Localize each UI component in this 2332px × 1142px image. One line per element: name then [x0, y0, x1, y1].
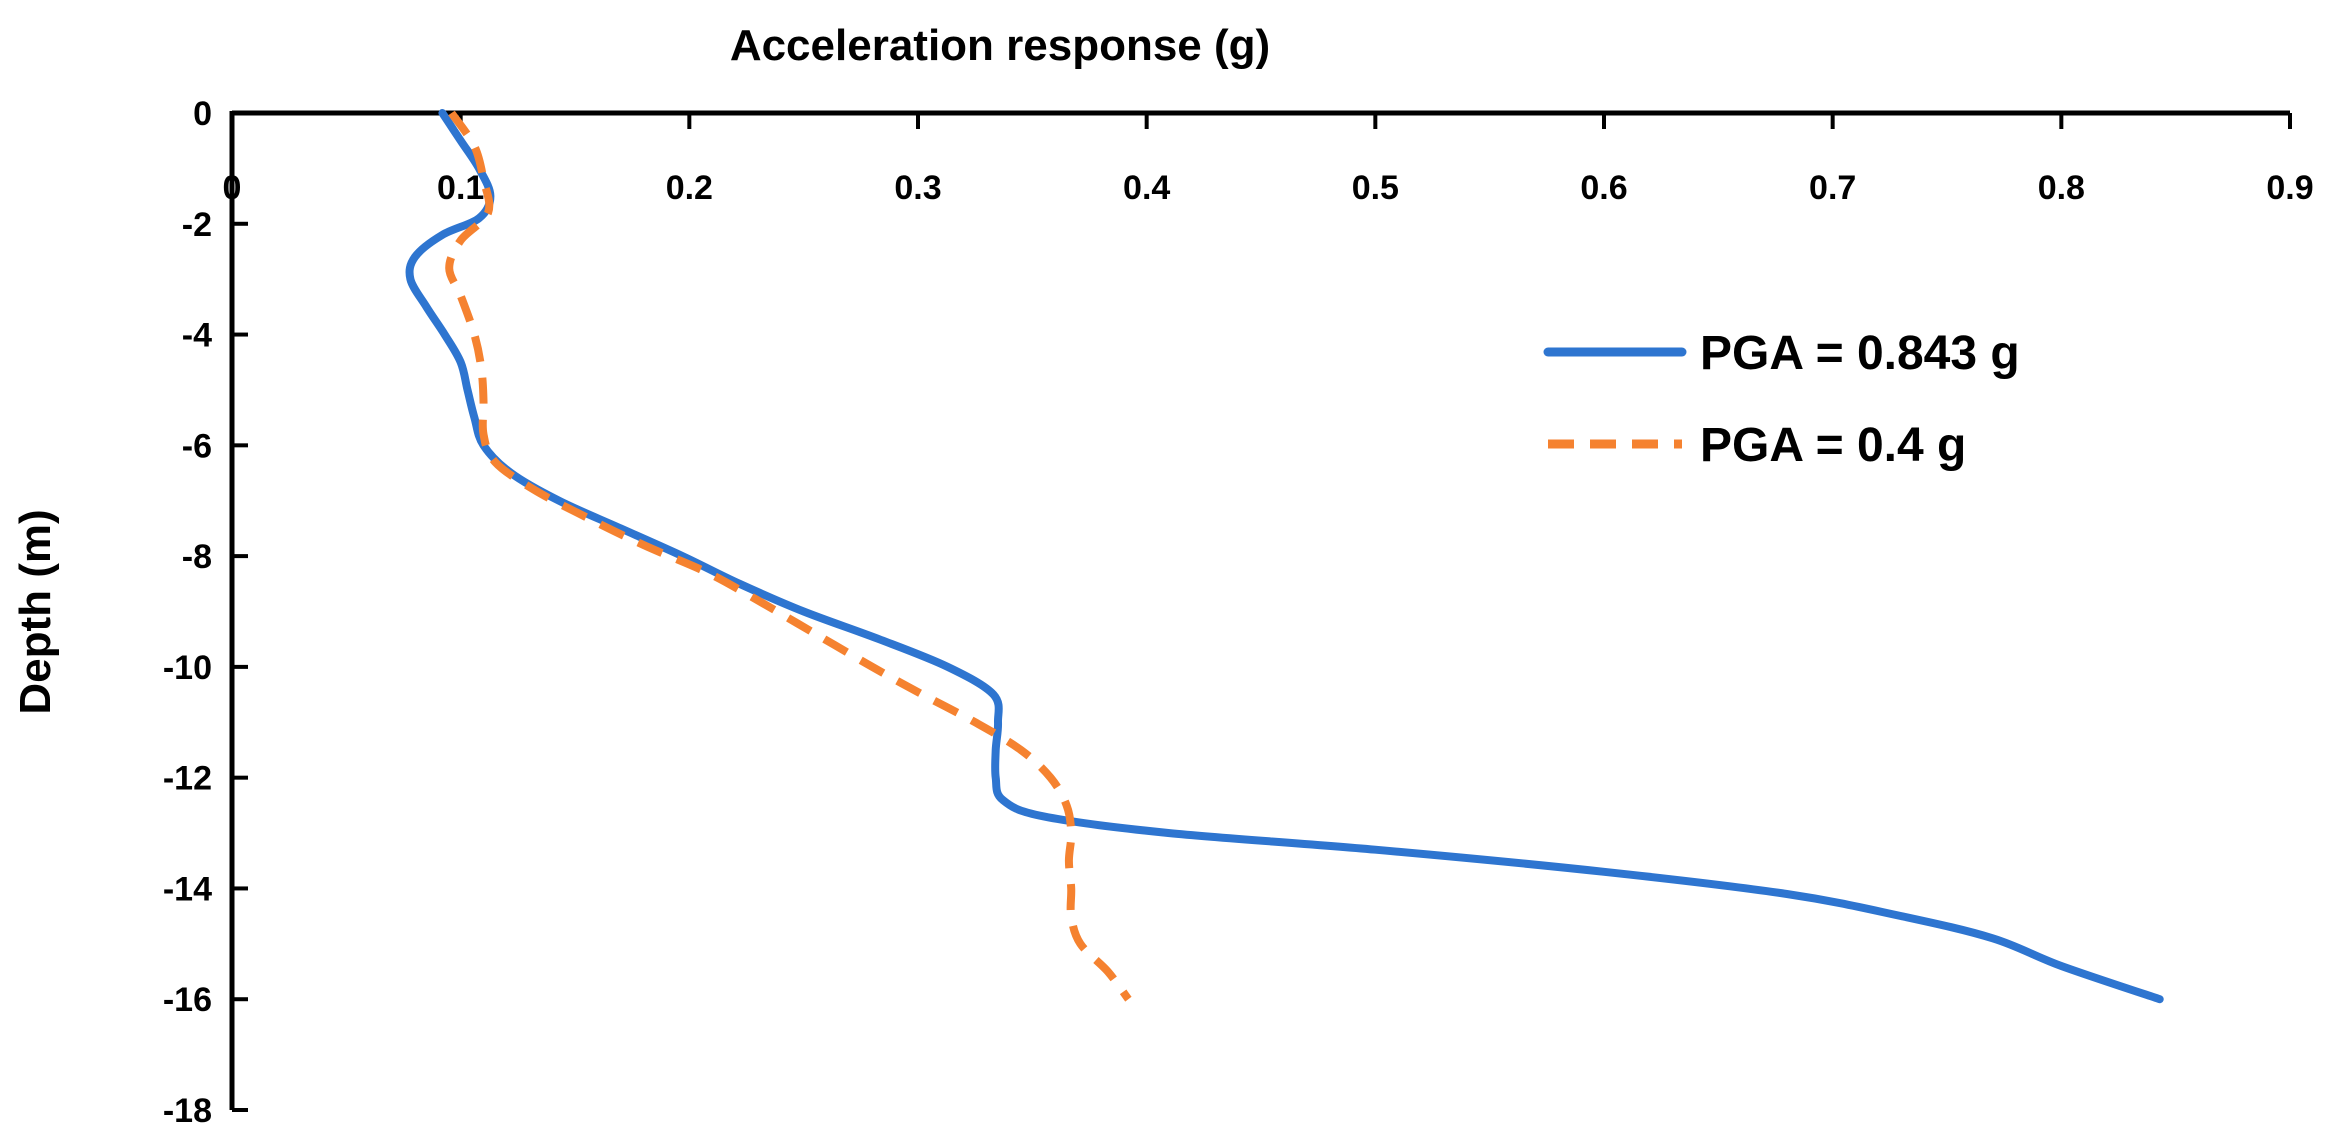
- legend-label-2: PGA = 0.4 g: [1700, 419, 1966, 472]
- x-tick-label: 0.3: [894, 169, 941, 207]
- y-tick-label: -6: [182, 427, 212, 465]
- legend: PGA = 0.843 g PGA = 0.4 g: [1543, 327, 2020, 472]
- y-tick-label: -8: [182, 538, 212, 576]
- x-tick-label: 0.2: [666, 169, 713, 207]
- y-tick-label: -10: [163, 649, 212, 687]
- y-tick-label: -12: [163, 760, 212, 798]
- y-tick-label: 0: [193, 95, 212, 133]
- y-tick-label: -16: [163, 981, 212, 1019]
- legend-label-1: PGA = 0.843 g: [1700, 327, 2020, 380]
- x-tick-label: 0.8: [2038, 169, 2085, 207]
- y-tick-label: -4: [182, 317, 212, 355]
- series-layer: [405, 109, 2164, 1004]
- axes: [229, 110, 2290, 1110]
- x-tick-label: 0.4: [1123, 169, 1170, 207]
- y-tick-label: -18: [163, 1092, 212, 1130]
- x-tick-label: 0.9: [2266, 169, 2313, 207]
- y-tick-label: -2: [182, 206, 212, 244]
- x-tick-label: 0.6: [1580, 169, 1627, 207]
- x-tick-label: 0.7: [1809, 169, 1856, 207]
- y-axis-title: Depth (m): [11, 509, 60, 714]
- x-ticks: 0 0.1 0.2 0.3 0.4 0.5 0.6 0.7 0.8 0.9: [223, 113, 2314, 207]
- x-tick-label: 0.5: [1352, 169, 1399, 207]
- y-tick-label: -14: [163, 870, 212, 908]
- series-line-1: [405, 109, 2164, 1004]
- series-line-2: [445, 110, 1132, 1002]
- x-axis-title: Acceleration response (g): [730, 21, 1270, 70]
- x-tick-label: 0: [223, 169, 242, 207]
- x-tick-label: 0.1: [437, 169, 484, 207]
- y-ticks: 0 -2 -4 -6 -8 -10 -12 -14 -16 -18: [163, 95, 248, 1130]
